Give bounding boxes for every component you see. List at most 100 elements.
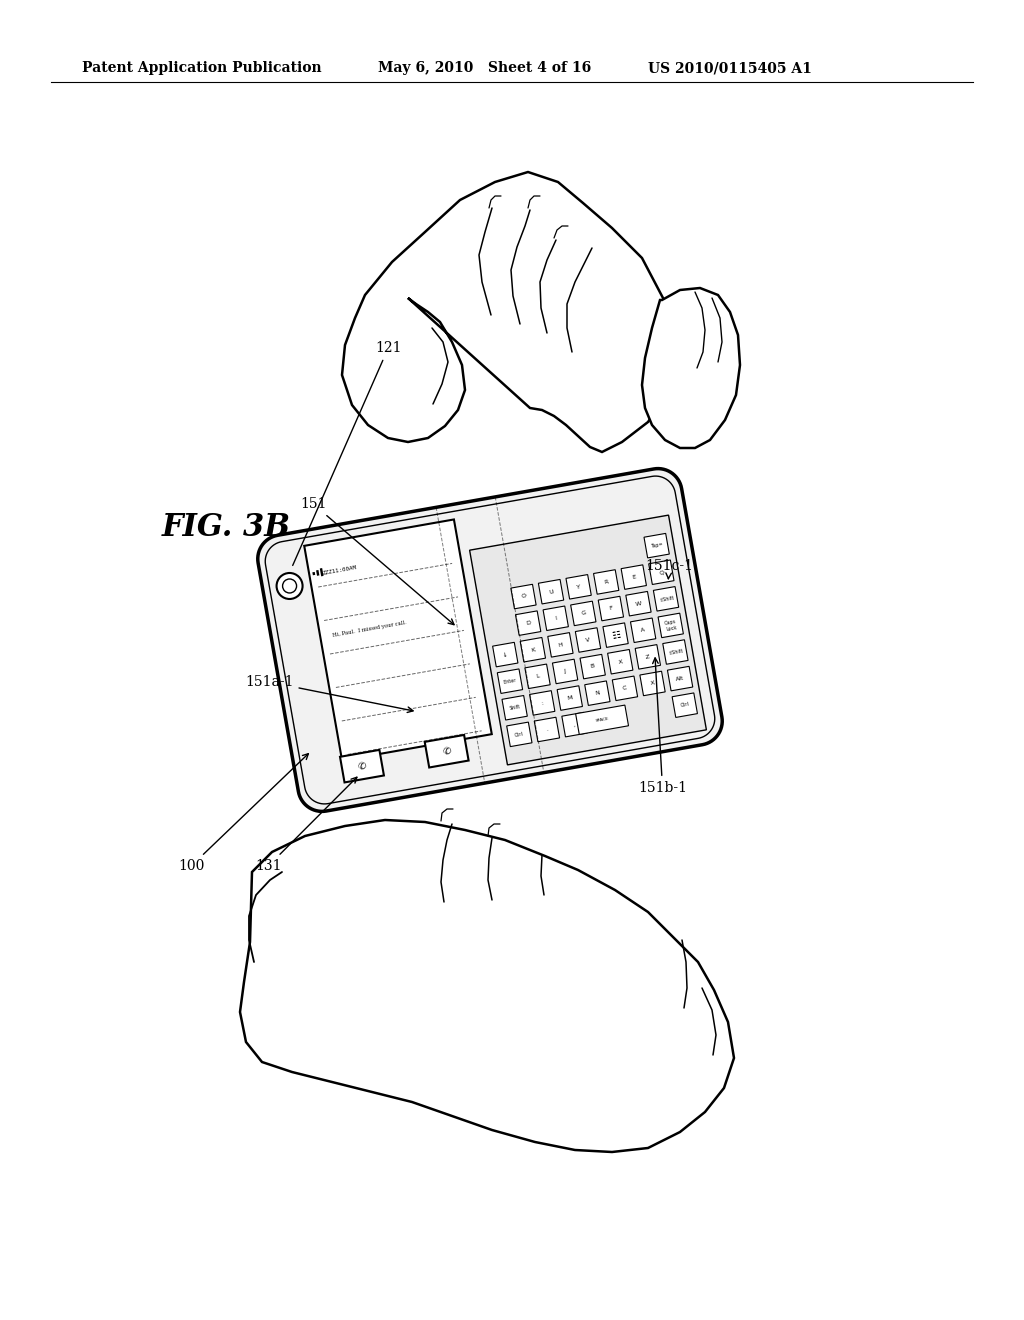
Polygon shape [594,570,618,594]
Text: C: C [623,685,628,692]
Text: D: D [525,620,531,626]
Text: E: E [632,574,636,579]
Text: 151a-1: 151a-1 [245,675,413,713]
Text: ZZZ11:00AM: ZZZ11:00AM [322,565,356,576]
Polygon shape [585,681,610,705]
Text: W: W [635,601,642,607]
Polygon shape [598,597,624,620]
Polygon shape [603,623,629,647]
Polygon shape [622,565,646,589]
Polygon shape [575,628,601,652]
Text: I: I [554,615,557,620]
Text: 151c-1: 151c-1 [645,558,693,579]
Polygon shape [515,611,541,635]
Polygon shape [635,644,660,669]
Text: FIG. 3B: FIG. 3B [162,512,291,544]
Text: ☷: ☷ [610,630,621,640]
Text: 131: 131 [255,777,357,873]
Text: H: H [558,642,563,648]
Polygon shape [580,655,605,678]
Text: ✆: ✆ [441,746,452,756]
Text: O: O [520,594,526,599]
Polygon shape [642,288,740,447]
Polygon shape [539,579,563,605]
Polygon shape [498,669,522,693]
Text: K: K [530,647,536,652]
Polygon shape [529,690,555,715]
Text: V: V [586,638,591,643]
Text: B: B [590,664,595,669]
Polygon shape [507,722,532,747]
Text: :: : [541,700,544,706]
Text: May 6, 2010   Sheet 4 of 16: May 6, 2010 Sheet 4 of 16 [378,61,591,75]
Polygon shape [658,614,683,638]
Text: ,: , [573,722,575,727]
Text: SPACE: SPACE [595,717,609,723]
Text: .: . [546,727,548,733]
Polygon shape [566,574,591,599]
Polygon shape [648,560,674,585]
Polygon shape [240,820,734,1152]
Polygon shape [548,632,573,657]
Polygon shape [570,601,596,626]
Polygon shape [340,750,384,783]
Text: N: N [595,690,600,696]
Polygon shape [312,572,315,576]
Polygon shape [304,520,492,760]
Circle shape [283,579,297,593]
Text: 100: 100 [178,754,308,873]
Polygon shape [607,649,633,675]
Text: Alt: Alt [676,676,685,682]
Polygon shape [557,686,583,710]
Polygon shape [258,469,722,812]
Polygon shape [425,735,469,767]
Text: ⇧Shift: ⇧Shift [658,595,674,603]
Polygon shape [520,638,546,661]
Text: F: F [608,606,613,611]
Polygon shape [543,606,568,631]
Polygon shape [553,659,578,684]
Text: ✆: ✆ [357,760,367,772]
Polygon shape [631,618,655,643]
Text: Shift: Shift [509,705,520,711]
Text: X: X [650,681,655,686]
Polygon shape [511,585,537,609]
Text: Patent Application Publication: Patent Application Publication [82,61,322,75]
Polygon shape [612,676,638,701]
Polygon shape [644,533,670,558]
Text: Q: Q [658,569,665,576]
Polygon shape [316,570,319,576]
Polygon shape [525,664,550,689]
Text: U: U [549,589,554,594]
Text: Enter: Enter [503,677,517,685]
Text: Ctrl: Ctrl [514,731,524,738]
Text: R: R [604,579,608,585]
Text: Tap=: Tap= [650,543,664,549]
Polygon shape [653,586,679,611]
Polygon shape [668,667,693,690]
Polygon shape [562,713,587,737]
Text: G: G [581,611,586,616]
Text: US 2010/0115405 A1: US 2010/0115405 A1 [648,61,812,75]
Text: Z: Z [645,653,650,660]
Polygon shape [502,696,527,719]
Polygon shape [470,515,707,764]
Polygon shape [575,705,629,734]
Text: Caps
Lock: Caps Lock [664,619,678,632]
Polygon shape [626,591,651,616]
Text: Y: Y [577,583,581,590]
Text: 151b-1: 151b-1 [638,657,687,795]
Text: M: M [566,696,572,701]
Text: L: L [536,673,540,678]
Polygon shape [535,717,559,742]
Polygon shape [672,693,697,718]
Polygon shape [663,640,688,664]
Text: X: X [617,659,623,664]
Polygon shape [342,172,673,451]
Text: 121: 121 [293,341,401,565]
Circle shape [276,573,302,599]
Text: J: J [564,669,566,675]
Text: Ctrl: Ctrl [680,702,689,709]
Text: A: A [641,627,646,634]
Text: Hi, Paul.  I missed your call.: Hi, Paul. I missed your call. [332,620,407,639]
